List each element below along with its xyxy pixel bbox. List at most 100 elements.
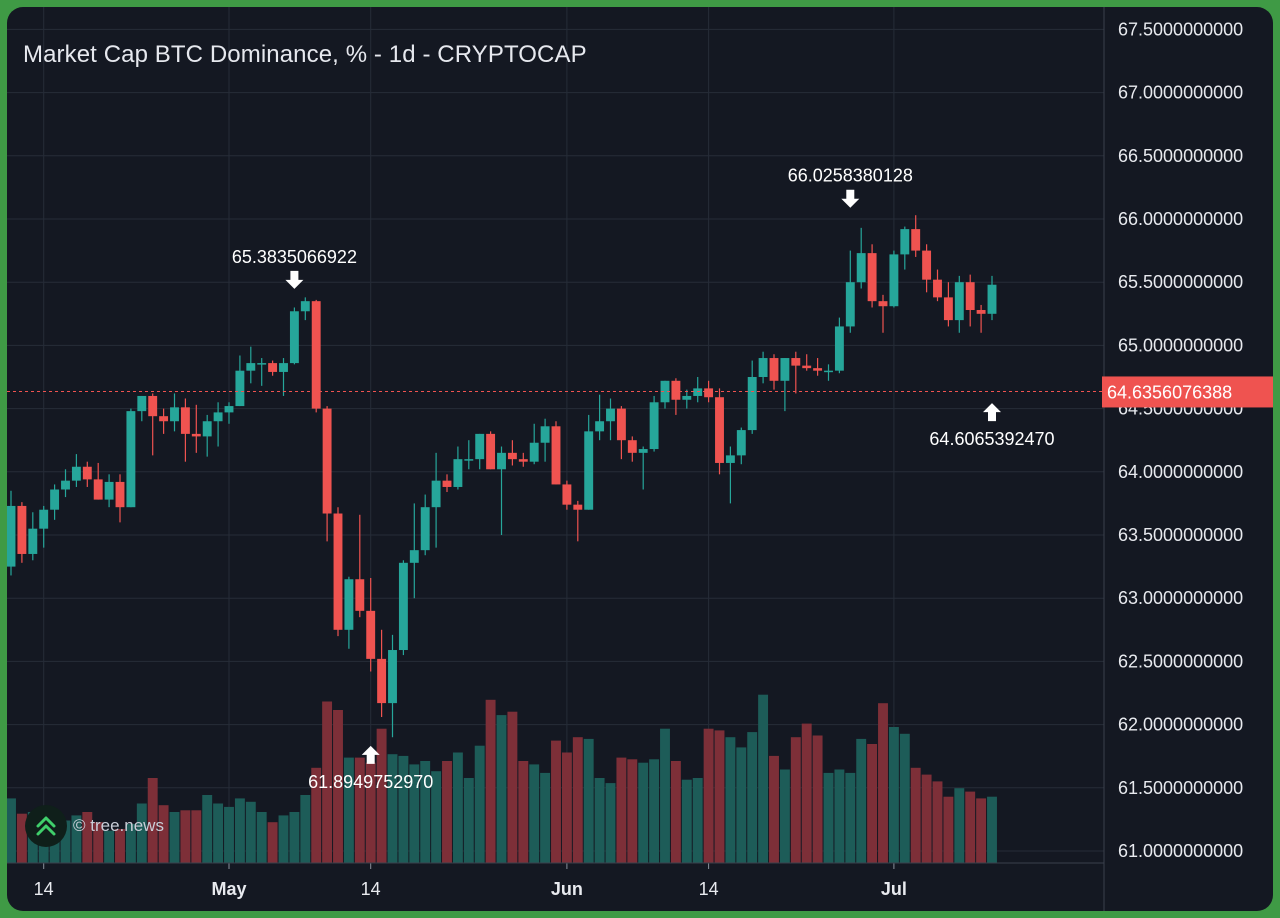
volume-bar [583, 738, 594, 863]
volume-bar [954, 788, 965, 863]
candle-body [889, 254, 899, 307]
candle-body [660, 380, 670, 403]
volume-bar [256, 812, 267, 863]
volume-bar [681, 779, 692, 863]
volume-bar [104, 830, 115, 863]
candle-body [202, 421, 212, 437]
y-tick-label: 62.5000000000 [1118, 651, 1243, 671]
candle-body [704, 388, 714, 398]
chart-frame: 61.0000000000 61.5000000000 62.0000000000 6… [7, 7, 1273, 911]
candle-body [715, 397, 724, 463]
volume-bar [551, 740, 561, 863]
y-tick-label: 63.5000000000 [1118, 525, 1243, 545]
volume-bar [616, 757, 627, 863]
candlestick-chart[interactable]: 61.0000000000 61.5000000000 62.0000000000 6… [7, 7, 1273, 911]
y-tick-label: 66.5000000000 [1118, 146, 1243, 166]
y-axis: 61.0000000000 61.5000000000 62.0000000000 6… [1103, 7, 1243, 911]
candle-body [780, 358, 790, 381]
candle-body [649, 402, 659, 450]
annotation-down-arrow-icon [285, 270, 304, 289]
volume-bar [747, 732, 758, 863]
volume-bar [365, 762, 376, 863]
candle-body [279, 363, 288, 372]
volume-bar [856, 738, 867, 863]
volume-bar [561, 752, 572, 863]
candle-body [736, 430, 746, 456]
volume-bar [823, 772, 834, 863]
y-tick-label: 61.5000000000 [1118, 778, 1243, 798]
candle-body [747, 377, 757, 431]
candle-body [191, 433, 201, 437]
candle-body [518, 459, 528, 462]
volume-bar [725, 737, 736, 863]
candle-body [497, 452, 506, 470]
candle-body [289, 311, 299, 364]
candle-body [344, 579, 354, 630]
x-tick-label: May [211, 879, 246, 899]
annotation-low-label: 64.6065392470 [929, 429, 1054, 449]
volume-bar [398, 755, 409, 863]
candle-body [28, 528, 38, 554]
candle-body [943, 297, 953, 321]
y-tick-label: 62.0000000000 [1118, 715, 1243, 735]
candle-body [431, 480, 441, 508]
x-tick-label: 14 [34, 879, 54, 899]
volume-bar [452, 752, 463, 863]
candle-body [900, 229, 910, 255]
volume-bar [82, 812, 93, 863]
candle-body [965, 282, 975, 311]
volume-bar [442, 761, 452, 863]
volume-bar [976, 798, 987, 863]
volume-bar [921, 774, 932, 863]
y-tick-label: 66.0000000000 [1118, 209, 1243, 229]
volume-bar [278, 815, 289, 863]
volume-bar [180, 810, 191, 863]
volume-bar [300, 795, 311, 863]
candle-body [268, 363, 278, 372]
volume-bar [790, 737, 801, 863]
volume-bar [932, 781, 943, 863]
volume-bar [322, 701, 333, 863]
y-tick-label: 61.0000000000 [1118, 841, 1243, 861]
candle-body [61, 480, 70, 490]
candle-body [115, 481, 125, 508]
candle-body [791, 358, 801, 366]
volume-bar [93, 822, 104, 863]
volume-bar [867, 744, 878, 863]
candle-body [954, 282, 964, 321]
candle-body [911, 229, 921, 251]
y-tick-label: 65.0000000000 [1118, 335, 1243, 355]
grid-lines [7, 7, 1104, 863]
volume-bar [899, 733, 910, 863]
x-tick-label: 14 [361, 879, 381, 899]
candle-body [224, 406, 234, 413]
volume-bar [115, 829, 125, 863]
candle-body [398, 562, 408, 651]
volume-bar [605, 783, 616, 863]
volume-bar [136, 803, 147, 863]
current-price-tag-label: 64.6356076388 [1107, 382, 1232, 402]
candle-body [475, 433, 485, 460]
candle-body [409, 550, 419, 563]
volume-bar [769, 755, 779, 863]
volume-bar [7, 798, 16, 863]
volume-bar [714, 730, 725, 863]
volume-bar [594, 778, 605, 863]
volume-bar [16, 813, 27, 863]
tree-news-logo-icon [25, 805, 67, 847]
annotation-down-arrow-icon [841, 189, 860, 208]
annotation-low-label: 61.8949752970 [308, 772, 433, 792]
volume-bar [245, 801, 256, 863]
volume-bar [801, 723, 812, 863]
volume-bar [888, 727, 899, 863]
volume-bar [540, 772, 551, 863]
annotation-high-label: 66.0258380128 [788, 166, 913, 186]
annotation-high-label: 65.3835066922 [232, 247, 357, 267]
candle-body [671, 380, 681, 400]
candle-body [867, 253, 877, 302]
volume-bar [147, 778, 158, 863]
volume-bar [234, 798, 245, 863]
candle-body [507, 452, 517, 460]
candle-body [170, 407, 179, 422]
volume-bar [376, 728, 387, 863]
